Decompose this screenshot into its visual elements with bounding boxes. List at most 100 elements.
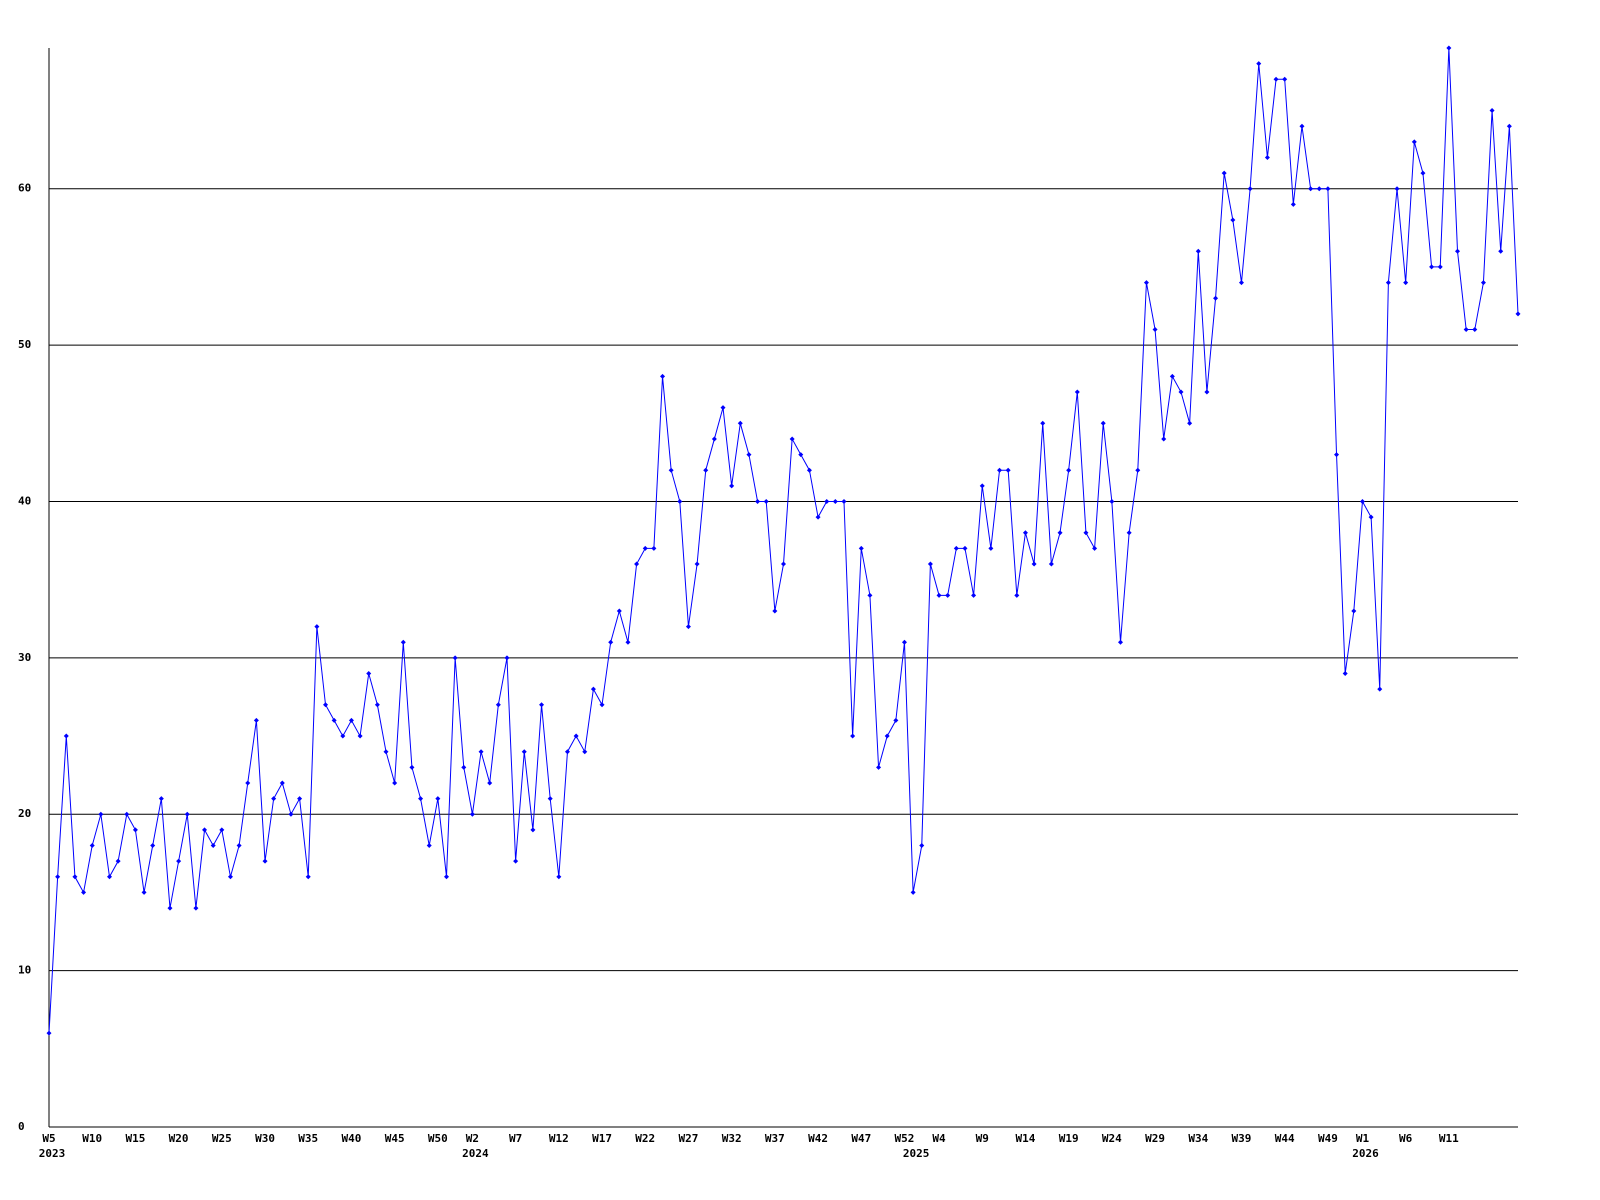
data-point bbox=[729, 483, 735, 489]
data-point bbox=[660, 373, 666, 379]
data-point bbox=[98, 811, 104, 817]
data-point bbox=[184, 811, 190, 817]
data-point bbox=[1351, 608, 1357, 614]
x-year-label: 2026 bbox=[1352, 1147, 1379, 1160]
data-point bbox=[971, 592, 977, 598]
data-point bbox=[521, 749, 527, 755]
data-point bbox=[1204, 389, 1210, 395]
x-tick-label: W50 bbox=[428, 1132, 448, 1145]
y-tick-label: 60 bbox=[18, 182, 31, 195]
data-point bbox=[1118, 639, 1124, 645]
data-point bbox=[1083, 530, 1089, 536]
data-point bbox=[1420, 170, 1426, 176]
data-point bbox=[314, 624, 320, 630]
data-point bbox=[1040, 420, 1046, 426]
data-point bbox=[1195, 248, 1201, 254]
data-point bbox=[806, 467, 812, 473]
data-point bbox=[1109, 498, 1115, 504]
y-tick-label: 40 bbox=[18, 494, 31, 507]
data-point bbox=[141, 889, 147, 895]
data-point bbox=[1213, 295, 1219, 301]
data-point bbox=[1472, 326, 1478, 332]
data-point bbox=[608, 639, 614, 645]
data-point bbox=[1014, 592, 1020, 598]
data-point bbox=[487, 780, 493, 786]
data-point bbox=[452, 655, 458, 661]
data-point bbox=[193, 905, 199, 911]
data-point bbox=[202, 827, 208, 833]
data-point bbox=[72, 874, 78, 880]
data-point bbox=[1187, 420, 1193, 426]
data-point bbox=[400, 639, 406, 645]
x-tick-label: W32 bbox=[722, 1132, 742, 1145]
data-point bbox=[1489, 108, 1495, 114]
data-point bbox=[1429, 264, 1435, 270]
data-point bbox=[1238, 280, 1244, 286]
data-point bbox=[1299, 123, 1305, 129]
data-point bbox=[1515, 311, 1521, 317]
data-point bbox=[1143, 280, 1149, 286]
data-point bbox=[893, 717, 899, 723]
data-point bbox=[513, 858, 519, 864]
x-tick-label: W29 bbox=[1145, 1132, 1165, 1145]
data-point bbox=[1135, 467, 1141, 473]
data-point bbox=[945, 592, 951, 598]
data-point bbox=[616, 608, 622, 614]
data-point bbox=[1247, 186, 1253, 192]
data-point bbox=[106, 874, 112, 880]
data-point bbox=[340, 733, 346, 739]
data-point bbox=[132, 827, 138, 833]
x-tick-label: W20 bbox=[169, 1132, 189, 1145]
data-point bbox=[763, 498, 769, 504]
data-point bbox=[573, 733, 579, 739]
x-year-label: 2025 bbox=[903, 1147, 930, 1160]
data-point bbox=[919, 843, 925, 849]
data-point bbox=[1480, 280, 1486, 286]
data-point bbox=[884, 733, 890, 739]
data-point bbox=[89, 843, 95, 849]
data-point bbox=[711, 436, 717, 442]
data-point bbox=[1463, 326, 1469, 332]
data-point bbox=[547, 796, 553, 802]
data-point bbox=[210, 843, 216, 849]
x-tick-label: W19 bbox=[1059, 1132, 1079, 1145]
data-point bbox=[435, 796, 441, 802]
data-point bbox=[1256, 61, 1262, 67]
data-point bbox=[461, 764, 467, 770]
data-point bbox=[115, 858, 121, 864]
data-point bbox=[1230, 217, 1236, 223]
data-point bbox=[737, 420, 743, 426]
x-tick-label: W4 bbox=[932, 1132, 946, 1145]
data-point bbox=[1057, 530, 1063, 536]
data-point bbox=[158, 796, 164, 802]
data-point bbox=[167, 905, 173, 911]
x-tick-label: W2 bbox=[466, 1132, 479, 1145]
x-tick-label: W40 bbox=[342, 1132, 362, 1145]
data-point bbox=[1498, 248, 1504, 254]
data-point bbox=[1161, 436, 1167, 442]
data-point bbox=[262, 858, 268, 864]
data-point bbox=[245, 780, 251, 786]
data-point bbox=[564, 749, 570, 755]
y-tick-label: 50 bbox=[18, 338, 31, 351]
data-point bbox=[305, 874, 311, 880]
data-point bbox=[443, 874, 449, 880]
data-point bbox=[927, 561, 933, 567]
data-point bbox=[253, 717, 259, 723]
data-point bbox=[1506, 123, 1512, 129]
data-point bbox=[331, 717, 337, 723]
data-point bbox=[409, 764, 415, 770]
data-point bbox=[1437, 264, 1443, 270]
data-point bbox=[374, 702, 380, 708]
data-point bbox=[867, 592, 873, 598]
data-point bbox=[1455, 248, 1461, 254]
data-point bbox=[962, 545, 968, 551]
data-point bbox=[279, 780, 285, 786]
data-point bbox=[1074, 389, 1080, 395]
data-point bbox=[979, 483, 985, 489]
data-point bbox=[599, 702, 605, 708]
data-point bbox=[1403, 280, 1409, 286]
data-point bbox=[478, 749, 484, 755]
data-point bbox=[1385, 280, 1391, 286]
data-point bbox=[55, 874, 61, 880]
